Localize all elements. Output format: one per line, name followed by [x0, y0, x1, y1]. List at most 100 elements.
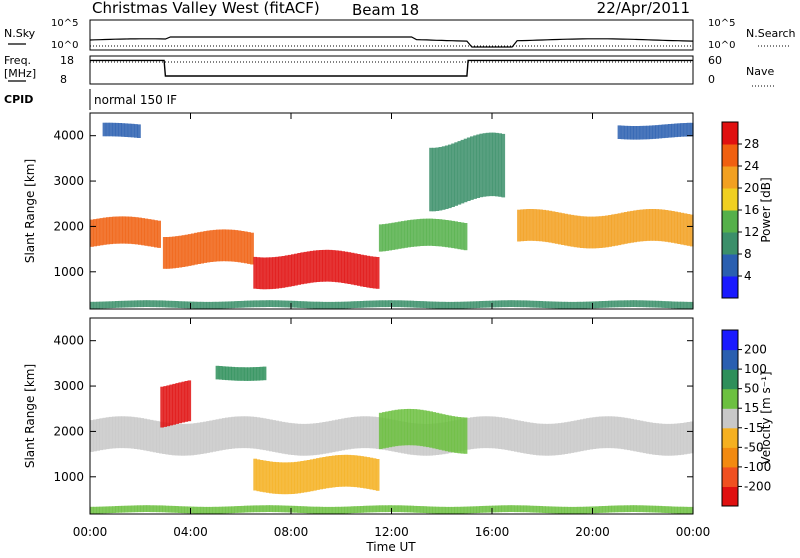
echo-cell	[177, 423, 182, 456]
echo-cell	[444, 220, 449, 248]
echo-cell	[366, 505, 371, 513]
echo-cell	[291, 300, 295, 308]
echo-cell	[479, 416, 484, 449]
echo-cell	[378, 224, 383, 252]
echo-cell	[501, 133, 506, 198]
echo-cell	[363, 505, 367, 513]
echo-cell	[460, 506, 465, 514]
echo-cell	[259, 257, 264, 290]
colorbar-swatch	[722, 388, 738, 409]
echo-cell	[338, 419, 342, 451]
echo-cell	[118, 300, 122, 308]
echo-cell	[222, 229, 226, 262]
echo-cell	[237, 367, 242, 381]
echo-cell	[579, 216, 584, 248]
echo-cell	[240, 300, 245, 308]
echo-cell	[548, 301, 553, 309]
echo-cell	[652, 505, 656, 513]
echo-cell	[463, 223, 468, 251]
echo-cell	[215, 229, 220, 262]
echo-cell	[416, 301, 421, 308]
echo-cell	[350, 301, 355, 309]
echo-cell	[190, 506, 195, 514]
echo-cell	[303, 423, 308, 456]
colorbar-swatch	[722, 408, 738, 429]
echo-cell	[247, 416, 251, 449]
echo-cell	[363, 255, 367, 287]
echo-cell	[122, 216, 126, 244]
echo-cell	[234, 230, 239, 262]
echo-cell	[444, 414, 449, 452]
echo-cell	[667, 506, 672, 514]
echo-cell	[225, 366, 229, 381]
echo-cell	[366, 416, 371, 449]
echo-cell	[294, 300, 298, 308]
echo-cell	[473, 301, 477, 309]
echo-cell	[520, 300, 524, 308]
echo-cell	[457, 301, 462, 309]
echo-cell	[328, 420, 333, 453]
echo-cell	[115, 122, 119, 137]
echo-cell	[554, 423, 559, 456]
echo-cell	[680, 123, 685, 137]
echo-cell	[630, 126, 634, 140]
echo-cell	[325, 249, 330, 282]
echo-cell	[134, 505, 138, 513]
echo-cell	[278, 462, 283, 495]
echo-cell	[426, 218, 430, 246]
echo-cell	[400, 409, 405, 446]
echo-cell	[143, 505, 148, 512]
echo-cell	[476, 416, 480, 449]
echo-cell	[281, 462, 286, 495]
station-title: Christmas Valley West (fitACF)	[92, 0, 320, 17]
echo-cell	[463, 138, 468, 203]
echo-cell	[642, 300, 647, 308]
echo-cell	[209, 506, 213, 514]
echo-cell	[156, 505, 160, 513]
echo-cell	[611, 416, 615, 449]
echo-cell	[457, 222, 462, 250]
echo-cell	[168, 505, 173, 513]
echo-cell	[400, 300, 405, 308]
echo-cell	[388, 505, 393, 512]
echo-cell	[347, 506, 352, 514]
echo-cell	[432, 301, 436, 309]
echo-cell	[231, 229, 236, 262]
echo-cell	[159, 421, 163, 454]
echo-region	[617, 122, 694, 140]
echo-cell	[466, 417, 471, 450]
echo-cell	[253, 300, 257, 308]
echo-cell	[674, 423, 678, 456]
echo-cell	[269, 419, 273, 452]
x-tick-label: 08:00	[274, 525, 309, 539]
echo-cell	[416, 219, 421, 247]
echo-cell	[397, 505, 402, 513]
echo-cell	[363, 456, 367, 489]
echo-cell	[162, 422, 166, 454]
echo-cell	[671, 301, 675, 309]
freq-trace	[90, 59, 693, 77]
echo-cell	[429, 411, 433, 448]
echo-cell	[570, 301, 575, 309]
echo-cell	[429, 218, 433, 246]
echo-cell	[501, 505, 506, 513]
echo-region	[215, 365, 267, 381]
echo-cell	[96, 218, 101, 246]
echo-cell	[162, 237, 167, 269]
echo-cell	[300, 461, 305, 493]
echo-cell	[680, 212, 685, 245]
colorbar-tick-label: -15	[744, 421, 764, 435]
echo-cell	[172, 383, 176, 425]
echo-cell	[595, 416, 600, 449]
power-axis-ticks: 1000 2000 3000 4000	[53, 113, 694, 309]
echo-cell	[391, 300, 396, 308]
colorbar-tick-label: 12	[744, 225, 759, 239]
echo-cell	[278, 300, 283, 308]
echo-cell	[422, 410, 427, 447]
echo-cell	[225, 506, 229, 514]
echo-cell	[441, 414, 446, 451]
echo-cell	[115, 506, 119, 513]
echo-cell	[388, 300, 393, 307]
echo-cell	[297, 253, 301, 285]
echo-cell	[366, 300, 371, 308]
